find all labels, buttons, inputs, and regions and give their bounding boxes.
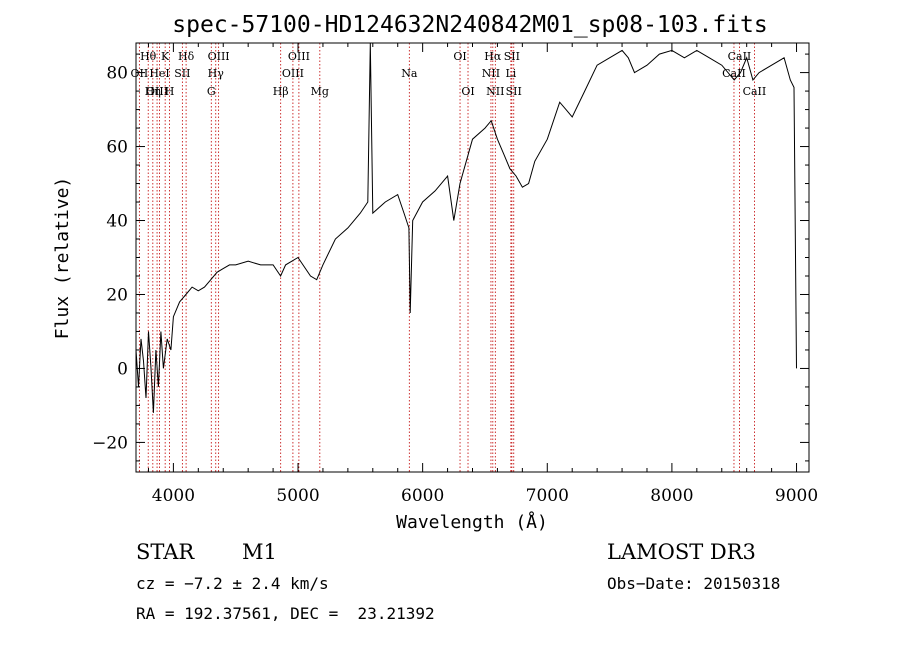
y-tick-label: 0 bbox=[117, 359, 128, 379]
x-tick-label: 4000 bbox=[152, 486, 195, 506]
emission-line-label: SII bbox=[174, 67, 190, 80]
object-class: STAR bbox=[136, 540, 195, 564]
emission-line-label: Na bbox=[401, 67, 418, 80]
object-subclass: M1 bbox=[242, 540, 277, 564]
x-tick-label: 7000 bbox=[526, 486, 569, 506]
y-tick-label: 40 bbox=[106, 212, 128, 232]
y-tick-label: −20 bbox=[92, 433, 128, 453]
emission-line-label: SII bbox=[504, 50, 520, 63]
emission-line-label: H bbox=[165, 85, 175, 98]
emission-line-label: NII bbox=[482, 67, 500, 80]
x-axis-ticks: 4000 5000 6000 7000 8000 9000 bbox=[147, 43, 818, 506]
survey-name: LAMOST DR3 bbox=[607, 540, 756, 564]
emission-line-label: Hη bbox=[145, 85, 161, 98]
x-tick-label: 8000 bbox=[650, 486, 693, 506]
emission-line-label: NII bbox=[486, 85, 504, 98]
emission-line-label: Hβ bbox=[273, 85, 289, 98]
emission-line-label: Li bbox=[505, 67, 516, 80]
y-tick-label: 60 bbox=[106, 138, 128, 158]
emission-line-label: HeI bbox=[149, 67, 169, 80]
emission-line-label: Hθ bbox=[140, 50, 157, 63]
y-axis-label: Flux (relative) bbox=[52, 177, 73, 340]
emission-line-label: OII bbox=[131, 67, 149, 80]
y-tick-label: 20 bbox=[106, 285, 128, 305]
emission-line-label: SII bbox=[506, 85, 522, 98]
x-tick-label: 5000 bbox=[276, 486, 319, 506]
emission-line-label: OIII bbox=[208, 50, 230, 63]
x-axis-label: Wavelength (Å) bbox=[396, 511, 548, 533]
redshift-cz: cz = −7.2 ± 2.4 km/s bbox=[136, 574, 329, 593]
emission-line-label: OI bbox=[461, 85, 474, 98]
ra-dec: RA = 192.37561, DEC = 23.21392 bbox=[136, 604, 435, 623]
emission-line-label: Hγ bbox=[208, 67, 225, 80]
spectrum-line bbox=[135, 42, 797, 413]
emission-line-label: OIII bbox=[282, 67, 304, 80]
emission-line-label: CaII bbox=[722, 67, 746, 80]
emission-line-label: K bbox=[161, 50, 170, 63]
emission-line-label: Hα bbox=[484, 50, 502, 63]
emission-line-label: OIII bbox=[288, 50, 310, 63]
emission-line-label: OI bbox=[453, 50, 466, 63]
y-tick-label: 80 bbox=[106, 64, 128, 84]
x-tick-label: 6000 bbox=[401, 486, 444, 506]
emission-line-label: Hδ bbox=[178, 50, 195, 63]
emission-line-label: OIII bbox=[146, 85, 168, 98]
chart-title: spec-57100-HD124632N240842M01_sp08-103.f… bbox=[172, 12, 767, 38]
x-tick-label: 9000 bbox=[775, 486, 818, 506]
emission-line-label: Mg bbox=[311, 85, 329, 98]
emission-line-markers bbox=[138, 43, 755, 472]
observation-date: Obs−Date: 20150318 bbox=[607, 574, 781, 593]
emission-line-label: G bbox=[207, 85, 216, 98]
emission-line-label: CaII bbox=[743, 85, 767, 98]
plot-frame bbox=[135, 42, 810, 473]
y-axis-ticks: −20 0 20 40 60 80 bbox=[92, 53, 809, 462]
